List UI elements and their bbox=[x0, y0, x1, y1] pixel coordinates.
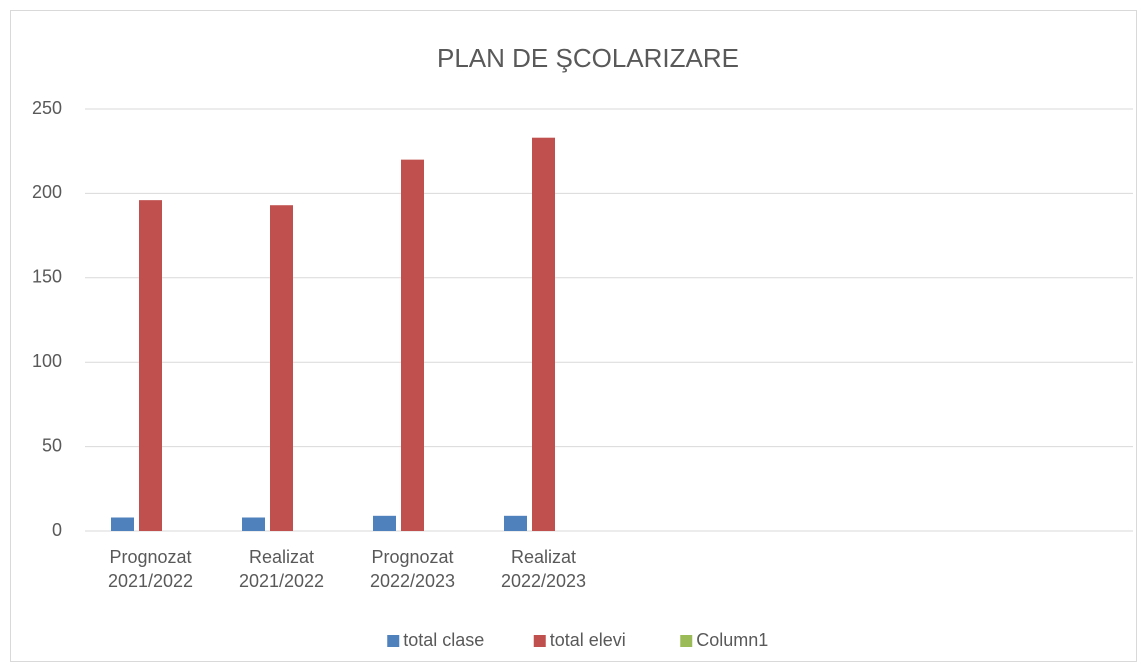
legend-swatch bbox=[387, 635, 400, 647]
x-tick-label: Prognozat 2022/2023 bbox=[369, 547, 456, 591]
legend-swatch bbox=[680, 635, 693, 647]
y-tick-label: 100 bbox=[32, 351, 62, 371]
x-tick-label: Realizat 2021/2022 bbox=[238, 547, 325, 591]
bar bbox=[373, 515, 396, 531]
bar bbox=[401, 159, 424, 531]
y-tick-label: 50 bbox=[42, 435, 62, 455]
bar bbox=[532, 137, 555, 532]
legend-label: total elevi bbox=[550, 630, 626, 650]
bar bbox=[139, 200, 162, 532]
bar bbox=[111, 517, 134, 531]
legend-label: Column1 bbox=[696, 630, 768, 650]
y-tick-label: 150 bbox=[32, 267, 62, 287]
chart-title: PLAN DE ŞCOLARIZARE bbox=[437, 43, 739, 73]
y-tick-label: 200 bbox=[32, 182, 62, 202]
bar bbox=[504, 515, 527, 531]
x-tick-label: Prognozat 2021/2022 bbox=[107, 547, 194, 591]
y-tick-label: 250 bbox=[32, 98, 62, 118]
y-tick-label: 0 bbox=[52, 520, 62, 540]
bar bbox=[242, 517, 265, 531]
chart-border bbox=[10, 10, 1137, 662]
x-tick-label: Realizat 2022/2023 bbox=[500, 547, 587, 591]
legend-label: total clase bbox=[403, 630, 484, 650]
bar bbox=[270, 205, 293, 531]
legend-swatch bbox=[533, 635, 546, 647]
